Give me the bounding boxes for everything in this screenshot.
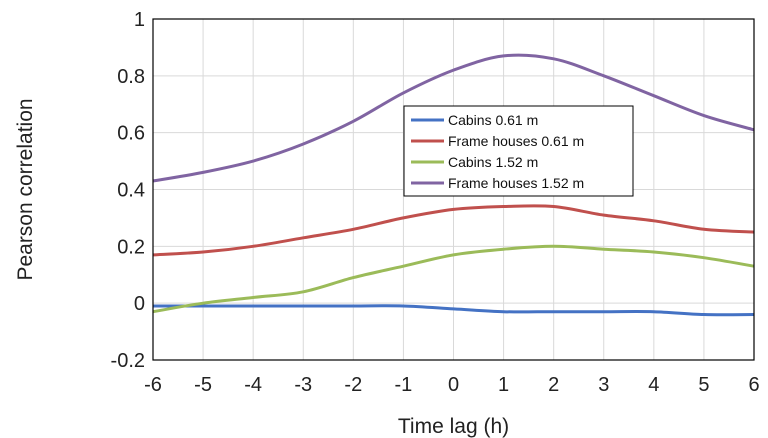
- series-line-3: [152, 53, 755, 183]
- x-axis-tick-labels: -6 -5 -4 -3 -2 -1 0 1 2 3 4 5 6: [144, 374, 759, 396]
- plot-area-border: [152, 18, 755, 361]
- x-tick-label: -5: [194, 374, 212, 396]
- y-tick-label: 0.2: [117, 236, 145, 258]
- y-tick-label: 0.6: [117, 123, 145, 145]
- x-tick-label: -6: [144, 374, 162, 396]
- x-tick-label: 5: [698, 374, 709, 396]
- y-axis-title: Pearson correlation: [14, 98, 37, 280]
- y-tick-label: 1: [134, 9, 145, 31]
- x-tick-label: 3: [598, 374, 609, 396]
- x-tick-label: -4: [244, 374, 262, 396]
- x-tick-label: 4: [648, 374, 659, 396]
- x-tick-label: -1: [395, 374, 413, 396]
- series-line-0: [153, 304, 755, 317]
- series-line-1: [152, 204, 755, 257]
- x-tick-label: 0: [448, 374, 459, 396]
- series-lines: [152, 53, 755, 317]
- legend: Cabins 0.61 m Frame houses 0.61 m Cabins 1…: [403, 105, 634, 197]
- y-tick-label: 0: [134, 293, 145, 315]
- x-tick-label: 6: [748, 374, 759, 396]
- y-tick-label: -0.2: [111, 350, 145, 372]
- legend-label: Cabins 0.61 m: [448, 112, 538, 128]
- y-tick-label: 0.4: [117, 180, 145, 202]
- y-axis-tick-labels: -0.2 0 0.2 0.4 0.6 0.8 1: [111, 9, 145, 372]
- legend-label: Cabins 1.52 m: [448, 154, 538, 170]
- x-tick-label: 1: [498, 374, 509, 396]
- legend-label: Frame houses 0.61 m: [448, 133, 584, 149]
- x-tick-label: -2: [344, 374, 362, 396]
- y-tick-label: 0.8: [117, 66, 145, 88]
- legend-label: Frame houses 1.52 m: [448, 175, 584, 191]
- x-axis-title: Time lag (h): [398, 415, 509, 438]
- series-line-2: [152, 244, 755, 314]
- x-tick-label: -3: [294, 374, 312, 396]
- x-tick-label: 2: [548, 374, 559, 396]
